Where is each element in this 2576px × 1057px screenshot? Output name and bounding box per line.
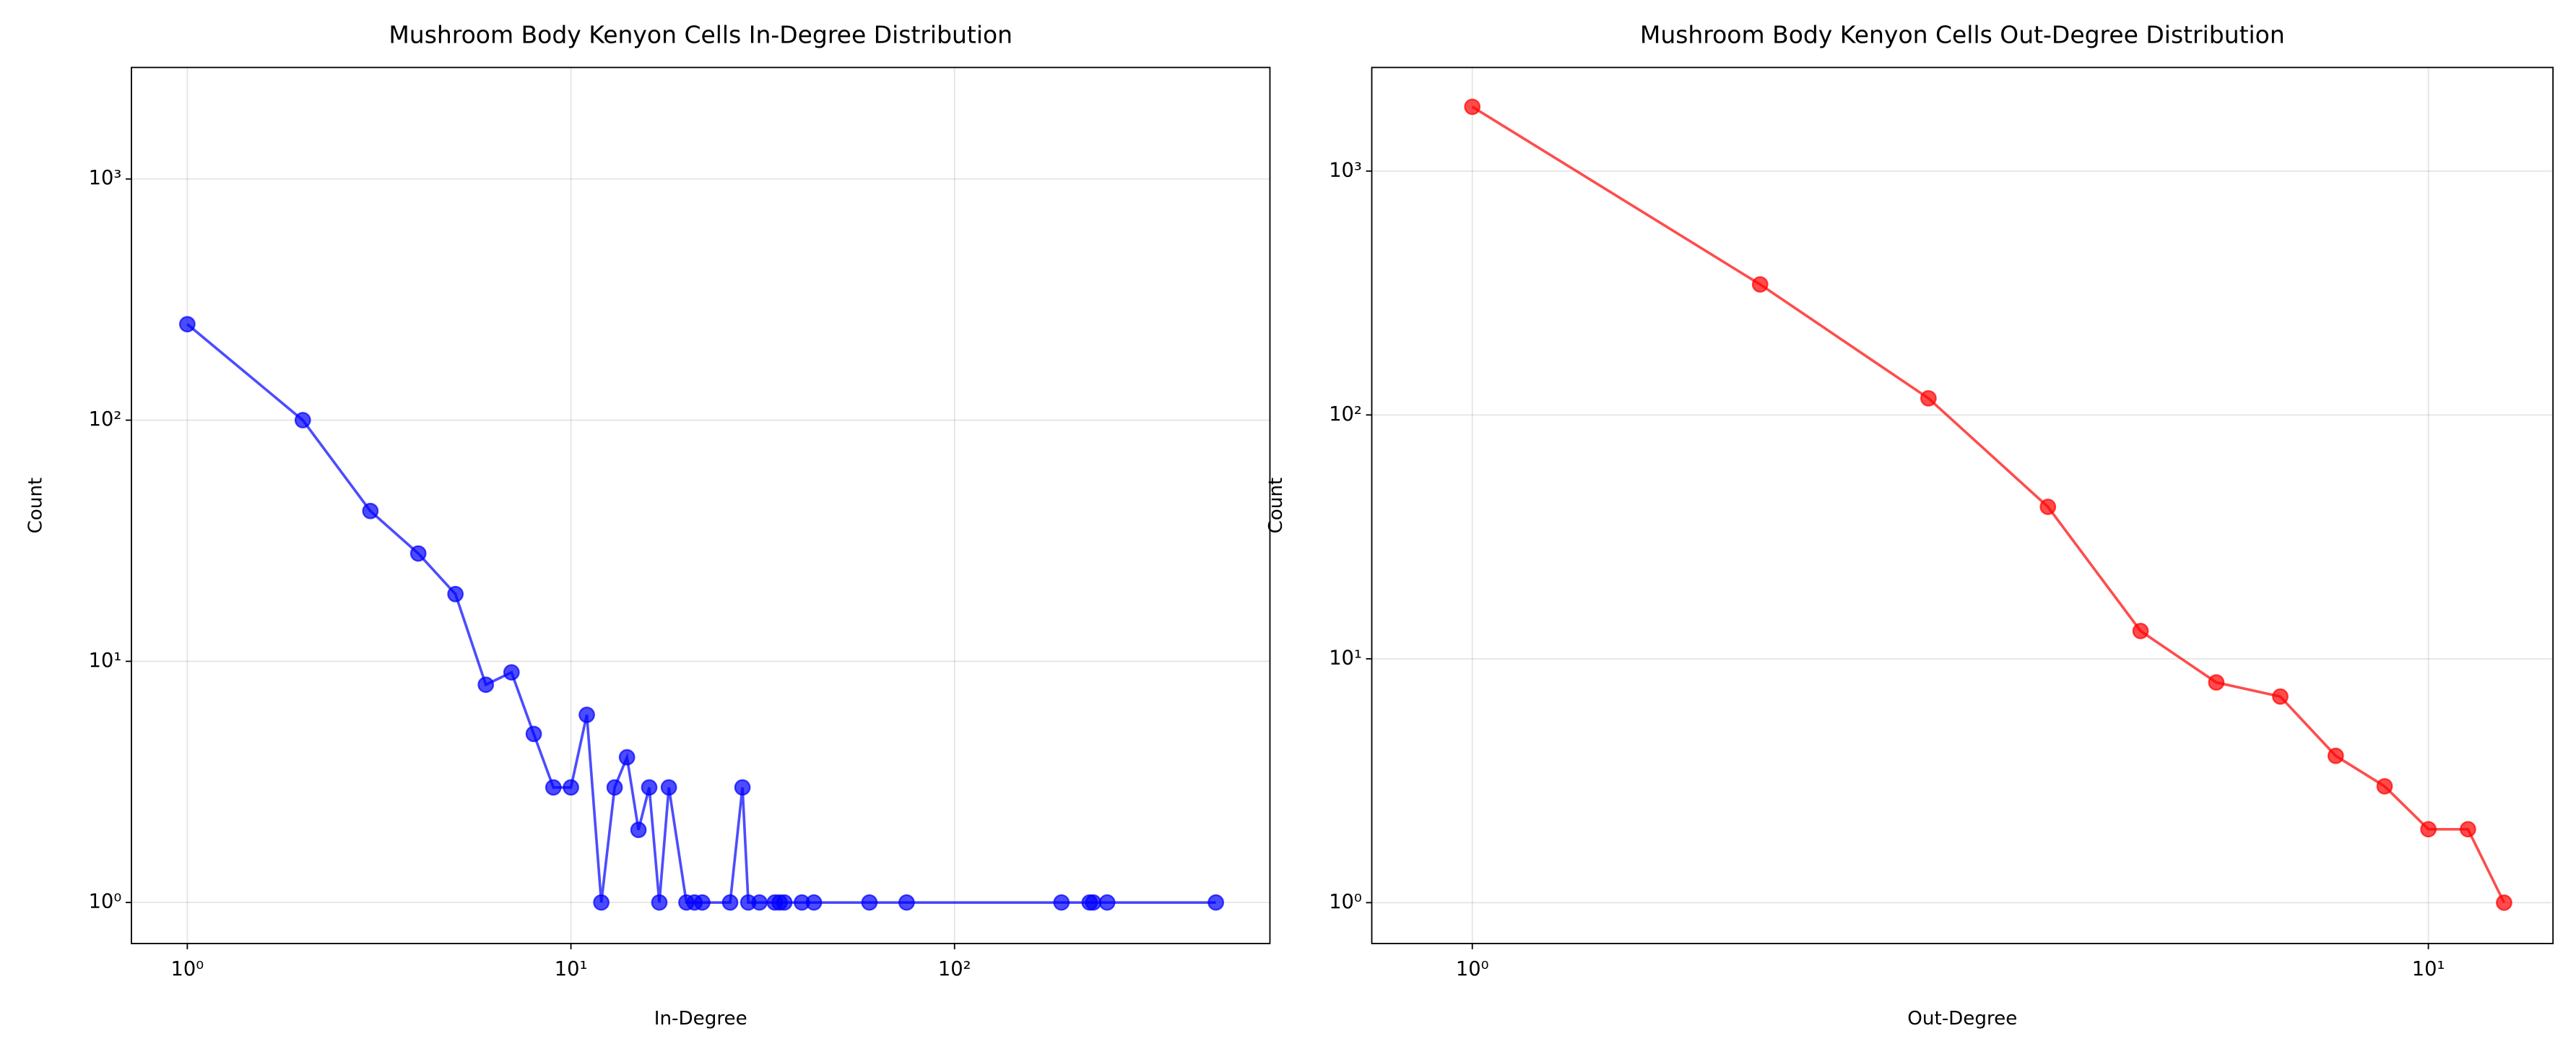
y-tick-label: 10¹ xyxy=(1329,647,1362,669)
x-tick-label: 10¹ xyxy=(2412,958,2445,980)
data-point xyxy=(606,779,623,796)
data-point xyxy=(2496,894,2512,911)
data-point xyxy=(362,502,379,519)
panel: 10⁰ 10¹ 10² 10⁰ 10¹ 10² 10³ Mushroom Body Kenyo… xyxy=(25,21,1271,1030)
data-point xyxy=(1053,894,1070,911)
data-point xyxy=(2132,623,2149,639)
x-axis-label: Out-Degree xyxy=(1907,1008,2017,1030)
data-point xyxy=(721,894,739,911)
data-point xyxy=(409,545,427,562)
panel: 10⁰ 10¹ 10⁰ 10¹ 10² 10³ Mushroom Body Kenyon C… xyxy=(1265,21,2554,1030)
y-tick-label: 10⁰ xyxy=(89,891,122,913)
data-point xyxy=(651,894,668,911)
x-tick-label: 10¹ xyxy=(555,958,588,980)
data-point xyxy=(503,664,520,681)
data-point xyxy=(525,725,542,743)
y-tick-label: 10¹ xyxy=(89,650,122,672)
y-tick-label: 10⁰ xyxy=(1329,891,1362,913)
data-point xyxy=(447,585,464,603)
data-point xyxy=(545,779,562,796)
data-point xyxy=(1098,894,1116,911)
data-point xyxy=(618,748,636,766)
data-point xyxy=(734,779,751,796)
plot-frame xyxy=(131,66,1271,944)
data-point xyxy=(1464,98,1481,116)
data-point xyxy=(2460,821,2476,838)
data-point xyxy=(578,707,595,723)
x-tick-label: 10⁰ xyxy=(171,958,204,980)
data-point xyxy=(294,412,311,428)
chart-title: Mushroom Body Kenyon Cells In-Degree Dis… xyxy=(389,21,1012,49)
data-point xyxy=(477,676,495,694)
data-point xyxy=(641,779,658,796)
data-line xyxy=(186,323,1216,904)
data-point xyxy=(563,779,579,796)
data-point xyxy=(1751,276,1769,293)
data-point xyxy=(1085,894,1102,911)
data-point xyxy=(1207,894,1224,911)
data-point xyxy=(660,779,677,796)
x-tick-label: 10² xyxy=(938,958,971,980)
data-point xyxy=(2272,688,2289,705)
y-tick-label: 10³ xyxy=(89,167,122,189)
data-point xyxy=(179,316,196,333)
data-point xyxy=(694,894,711,911)
y-tick-label: 10² xyxy=(1329,403,1362,426)
data-line xyxy=(1471,105,2506,904)
data-point xyxy=(2208,674,2225,691)
y-tick-label: 10² xyxy=(89,408,122,431)
x-axis-label: In-Degree xyxy=(654,1008,747,1030)
x-tick-label: 10⁰ xyxy=(1456,958,1489,980)
data-point xyxy=(776,894,793,911)
data-point xyxy=(805,894,823,911)
data-point xyxy=(898,894,915,911)
y-tick-label: 10³ xyxy=(1329,159,1362,181)
data-point xyxy=(2039,499,2057,515)
data-point xyxy=(751,894,768,911)
plot-frame xyxy=(1371,66,2554,944)
data-point xyxy=(1920,389,1937,407)
y-axis-label: Count xyxy=(1265,478,1287,534)
data-point xyxy=(2420,821,2437,838)
data-point xyxy=(593,894,610,911)
data-point xyxy=(2376,777,2393,795)
data-point xyxy=(630,821,647,839)
data-point xyxy=(861,894,878,911)
y-axis-label: Count xyxy=(25,478,47,534)
chart-title: Mushroom Body Kenyon Cells Out-Degree Di… xyxy=(1640,21,2285,49)
data-point xyxy=(2327,747,2344,764)
